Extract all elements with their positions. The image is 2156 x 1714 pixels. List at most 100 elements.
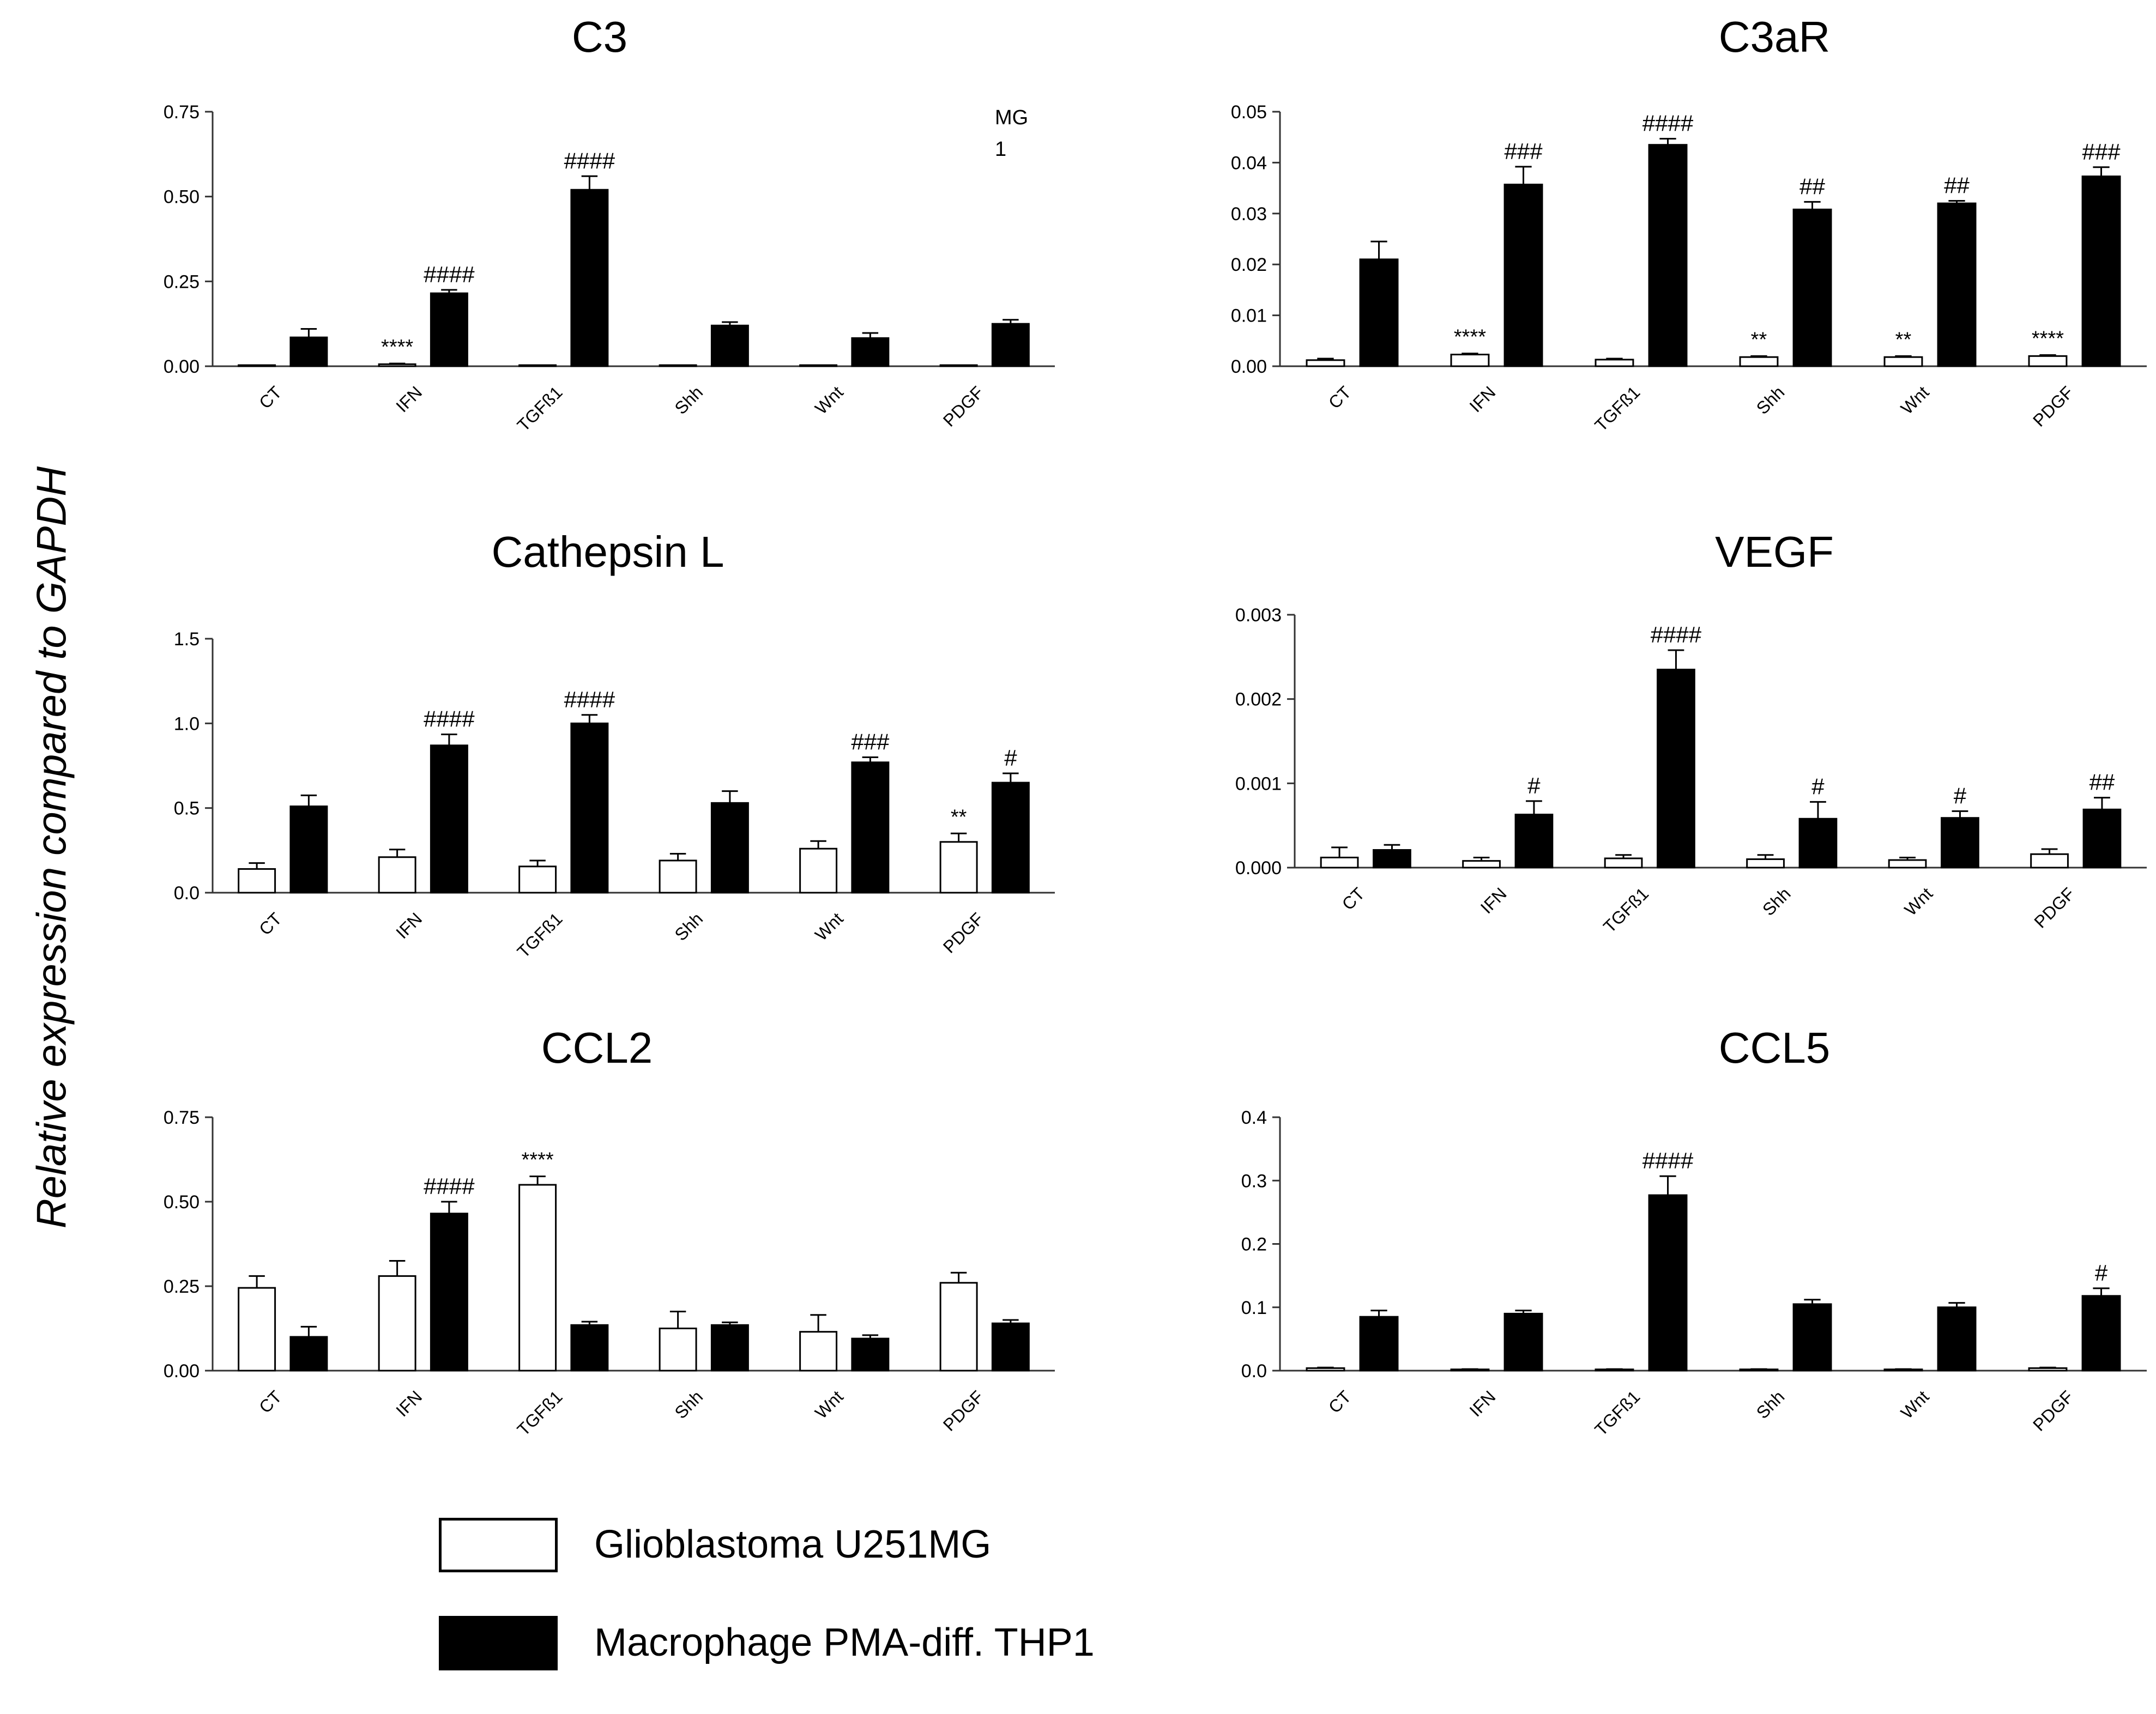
legend-swatch-black bbox=[439, 1616, 558, 1670]
x-tick-label: IFN bbox=[392, 909, 426, 942]
significance-label: #### bbox=[564, 148, 615, 173]
chart-0: C3 0.00 0.25 0.50 0.75 CT **** #### IFN #### TGFß1… bbox=[164, 13, 1055, 435]
bar-macrophage bbox=[289, 336, 328, 367]
x-tick-label: TGFß1 bbox=[1591, 382, 1644, 435]
significance-label: #### bbox=[1642, 111, 1694, 136]
x-tick-label: Wnt bbox=[811, 382, 847, 418]
x-tick-label: CT bbox=[1325, 382, 1355, 413]
y-tick-label: 0.50 bbox=[164, 187, 200, 208]
bar-glioblastoma bbox=[238, 364, 276, 367]
x-tick-label: Wnt bbox=[1901, 883, 1937, 919]
chart-title: C3 bbox=[572, 13, 627, 61]
y-tick-label: 0.0 bbox=[174, 883, 200, 904]
chart-title: CCL5 bbox=[1719, 1023, 1831, 1072]
chart-title: VEGF bbox=[1715, 528, 1834, 576]
bar-macrophage bbox=[851, 761, 890, 894]
x-tick-label: Wnt bbox=[1897, 382, 1933, 418]
bar-glioblastoma bbox=[799, 847, 838, 894]
bar-glioblastoma bbox=[238, 868, 276, 894]
bar-macrophage bbox=[710, 802, 749, 894]
bar-glioblastoma bbox=[378, 856, 416, 894]
bar-glioblastoma bbox=[799, 1331, 838, 1372]
bar-glioblastoma bbox=[939, 841, 978, 894]
significance-label: **** bbox=[2032, 327, 2064, 350]
bar-macrophage bbox=[991, 782, 1030, 894]
bar-glioblastoma bbox=[939, 364, 978, 367]
bar-glioblastoma bbox=[1883, 356, 1923, 367]
chart-2: Cathepsin L0.00.51.01.5CT####IFN####TGFß… bbox=[174, 528, 1055, 962]
bar-macrophage bbox=[570, 1324, 609, 1372]
bar-macrophage bbox=[1937, 1306, 1977, 1372]
legend-label-macrophage: Macrophage PMA-diff. THP1 bbox=[594, 1621, 1095, 1664]
bar-macrophage bbox=[1648, 1194, 1688, 1372]
bar-macrophage bbox=[570, 189, 609, 367]
chart-annotation: 1 bbox=[995, 138, 1006, 161]
chart-title: C3aR bbox=[1719, 13, 1831, 61]
chart-1: C3aR0.000.010.020.030.040.05CT****###IFN… bbox=[1231, 13, 2147, 435]
bar-macrophage bbox=[1941, 817, 1979, 869]
x-tick-label: Shh bbox=[1753, 1386, 1789, 1422]
significance-label: ### bbox=[851, 729, 890, 754]
bar-macrophage bbox=[1503, 184, 1543, 367]
bar-macrophage bbox=[991, 323, 1030, 367]
bar-macrophage bbox=[430, 744, 468, 894]
bar-macrophage bbox=[1514, 814, 1554, 869]
y-tick-label: 0.003 bbox=[1235, 605, 1282, 626]
chart-title: Cathepsin L bbox=[492, 528, 724, 576]
bar-glioblastoma bbox=[1306, 359, 1345, 367]
y-tick-label: 0.001 bbox=[1235, 773, 1282, 794]
bar-glioblastoma bbox=[1746, 858, 1785, 869]
bar-glioblastoma bbox=[1604, 857, 1643, 869]
y-tick-label: 0.5 bbox=[174, 798, 200, 819]
bar-glioblastoma bbox=[1739, 356, 1779, 367]
bar-macrophage bbox=[991, 1322, 1030, 1372]
bar-glioblastoma bbox=[518, 865, 557, 894]
bar-macrophage bbox=[1359, 258, 1399, 367]
bar-macrophage bbox=[1648, 144, 1688, 367]
significance-label: ## bbox=[1799, 173, 1825, 199]
x-tick-label: Wnt bbox=[811, 1386, 847, 1422]
bar-glioblastoma bbox=[1888, 859, 1927, 869]
bar-macrophage bbox=[430, 292, 468, 367]
bar-glioblastoma bbox=[238, 1287, 276, 1372]
bar-glioblastoma bbox=[1306, 1367, 1345, 1372]
x-tick-label: TGFß1 bbox=[514, 909, 566, 961]
bar-glioblastoma bbox=[659, 364, 697, 367]
bar-glioblastoma bbox=[939, 1282, 978, 1372]
bar-glioblastoma bbox=[1450, 354, 1490, 367]
bar-macrophage bbox=[430, 1213, 468, 1372]
x-tick-label: IFN bbox=[1466, 382, 1500, 416]
y-tick-label: 0.1 bbox=[1241, 1298, 1267, 1318]
bar-glioblastoma bbox=[2030, 853, 2069, 869]
significance-label: ** bbox=[951, 805, 967, 828]
y-tick-label: 0.75 bbox=[164, 102, 200, 123]
y-tick-label: 0.0 bbox=[1241, 1361, 1267, 1382]
y-tick-label: 0.25 bbox=[164, 271, 200, 292]
bar-glioblastoma bbox=[378, 363, 416, 367]
x-tick-label: PDGF bbox=[2029, 382, 2077, 430]
bar-glioblastoma bbox=[1462, 860, 1501, 869]
significance-label: ### bbox=[2082, 139, 2121, 165]
x-tick-label: CT bbox=[255, 909, 286, 939]
x-tick-label: Shh bbox=[671, 909, 706, 944]
bar-glioblastoma bbox=[799, 364, 838, 367]
y-tick-label: 0.000 bbox=[1235, 858, 1282, 879]
y-tick-label: 0.75 bbox=[164, 1107, 200, 1128]
x-tick-label: IFN bbox=[392, 382, 426, 416]
y-tick-label: 0.25 bbox=[164, 1276, 200, 1297]
x-tick-label: PDGF bbox=[939, 909, 987, 956]
x-tick-label: CT bbox=[255, 382, 286, 413]
significance-label: ## bbox=[2089, 770, 2115, 795]
bar-macrophage bbox=[710, 1324, 749, 1372]
y-tick-label: 1.0 bbox=[174, 713, 200, 734]
significance-label: # bbox=[1527, 773, 1541, 798]
bar-glioblastoma bbox=[659, 1328, 697, 1372]
bar-macrophage bbox=[2082, 808, 2122, 869]
significance-label: #### bbox=[564, 687, 615, 712]
x-tick-label: PDGF bbox=[939, 382, 987, 430]
bar-macrophage bbox=[2081, 175, 2121, 367]
legend-swatch-white bbox=[439, 1518, 558, 1572]
x-tick-label: Shh bbox=[671, 382, 706, 418]
bar-glioblastoma bbox=[518, 1184, 557, 1372]
